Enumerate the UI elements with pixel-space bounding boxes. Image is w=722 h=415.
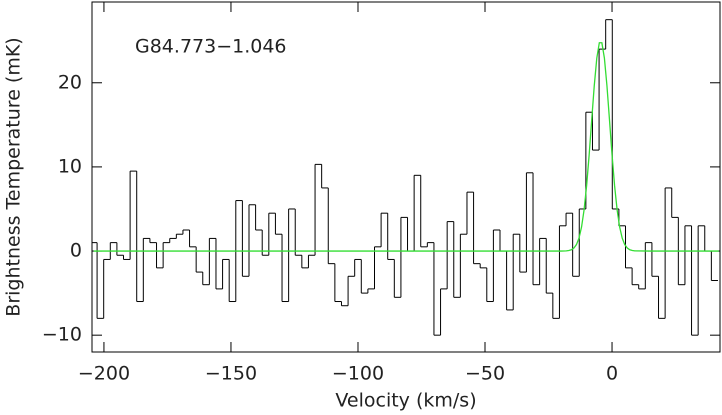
x-tick-label: −50 [465, 363, 505, 385]
plot-frame [91, 1, 721, 353]
x-tick-label: 0 [606, 363, 618, 385]
annotation: G84.773−1.046 [135, 36, 287, 58]
y-tick-label: 0 [70, 240, 82, 262]
y-tick-label: 20 [58, 71, 82, 93]
x-axis-label: Velocity (km/s) [335, 390, 476, 412]
y-tick-label: 10 [58, 155, 82, 177]
x-tick-label: −200 [78, 363, 130, 385]
y-tick-label: −10 [42, 324, 82, 346]
y-axis-label: Brightness Temperature (mK) [3, 37, 25, 316]
fit-curve [93, 42, 719, 252]
x-tick-label: −100 [332, 363, 384, 385]
x-tick-label: −150 [205, 363, 257, 385]
